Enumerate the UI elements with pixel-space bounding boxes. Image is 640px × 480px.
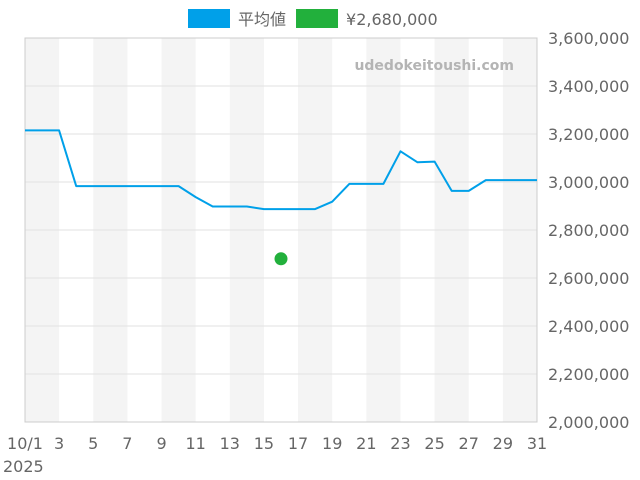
y-axis-tick-labels: 2,000,000 2,200,000 2,400,000 2,600,000 2,80…: [548, 29, 629, 432]
x-tick-label: 31: [527, 434, 547, 453]
watermark: udedokeitoushi.com: [354, 58, 514, 74]
plot-border: [24, 37, 538, 423]
y-tick-label: 2,800,000: [548, 221, 629, 240]
x-tick-label: 15: [254, 434, 274, 453]
series-line: [25, 129, 537, 211]
x-tick-label: 9: [156, 434, 166, 453]
series-layer: [25, 129, 537, 211]
y-tick-label: 3,000,000: [548, 173, 629, 192]
x-tick-label: 27: [459, 434, 479, 453]
data-point: [274, 252, 288, 266]
x-tick-label: 25: [424, 434, 444, 453]
x-tick-label: 23: [390, 434, 410, 453]
x-tick-label: 13: [220, 434, 240, 453]
y-tick-label: 3,200,000: [548, 125, 629, 144]
x-tick-label: 17: [288, 434, 308, 453]
legend-label: 平均値: [238, 10, 286, 29]
x-tick-label: 7: [122, 434, 132, 453]
y-tick-label: 2,000,000: [548, 413, 629, 432]
x-tick-label: 5: [88, 434, 98, 453]
legend: 平均値 ¥2,680,000: [188, 9, 438, 29]
legend-swatch: [296, 9, 339, 28]
legend-swatch: [188, 9, 230, 28]
y-tick-label: 2,200,000: [548, 365, 629, 384]
x-axis-year-label: 2025: [3, 457, 44, 476]
y-tick-label: 2,400,000: [548, 317, 629, 336]
y-tick-label: 2,600,000: [548, 269, 629, 288]
x-axis-tick-labels: 10/1 3 5 7 9 11 13 15 17 19 21 23 25 27 29 31: [7, 434, 547, 453]
y-tick-label: 3,600,000: [548, 29, 629, 48]
x-tick-label: 11: [185, 434, 205, 453]
x-tick-label: 19: [322, 434, 342, 453]
x-tick-label: 10/1: [7, 434, 43, 453]
x-tick-label: 21: [356, 434, 376, 453]
y-tick-label: 3,400,000: [548, 77, 629, 96]
x-tick-label: 3: [54, 434, 64, 453]
x-tick-label: 29: [493, 434, 513, 453]
legend-label: ¥2,680,000: [346, 10, 438, 29]
points-layer: [274, 252, 288, 266]
